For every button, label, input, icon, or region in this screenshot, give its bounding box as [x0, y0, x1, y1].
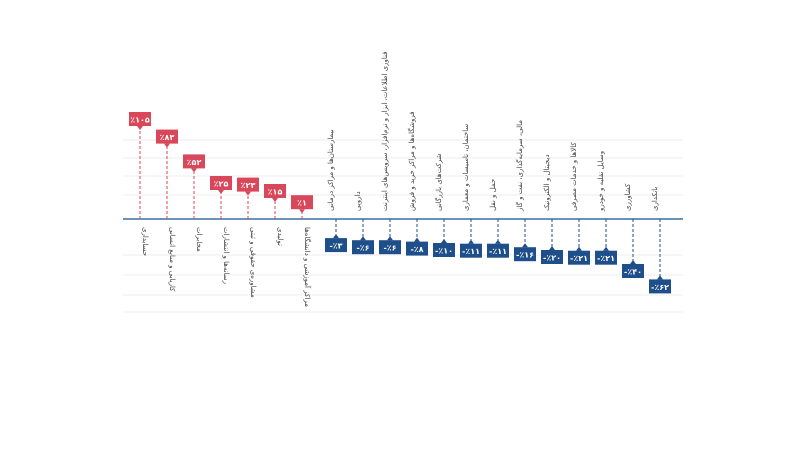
label-pointer: [441, 239, 447, 243]
bar: [325, 238, 347, 253]
category-label: دیجیتال و الکترونیک: [543, 155, 551, 211]
label-pointer: [495, 239, 501, 244]
label-pointer: [137, 126, 143, 130]
category-label: کشاورزی: [624, 183, 632, 211]
bar: [129, 112, 151, 126]
label-pointer: [414, 237, 420, 242]
value-label: -٪۴۰: [624, 268, 642, 277]
category-label: بیمارستان‌ها و مراکز درمانی: [327, 129, 335, 211]
value-label: -٪۳: [329, 242, 342, 251]
value-label: -٪۱۱: [462, 247, 480, 256]
value-label: -٪۲۱: [570, 254, 588, 263]
value-label: ٪۱۵: [268, 188, 283, 197]
value-label: -٪۱۶: [516, 251, 534, 260]
value-label: ٪۲۵: [214, 180, 229, 189]
label-pointer: [576, 246, 582, 251]
bar: [156, 129, 178, 144]
value-label: ٪۱۰۵: [130, 116, 150, 125]
label-pointer: [164, 143, 170, 148]
bar: [183, 154, 205, 169]
bar: [514, 247, 536, 262]
label-pointer: [603, 246, 609, 251]
label-pointer: [657, 275, 663, 280]
bar: [595, 250, 617, 265]
category-label: مراکز آموزشی و دانشگاه‌ها: [303, 227, 312, 307]
value-label: -٪۲۱: [597, 254, 615, 263]
label-pointer: [191, 168, 197, 173]
label-pointer: [245, 191, 251, 196]
value-label: ٪۱: [297, 199, 307, 208]
label-pointer: [630, 260, 636, 264]
bar: [264, 184, 286, 198]
value-label: -٪۱۰: [435, 247, 453, 256]
category-label: تولیدی: [276, 227, 284, 246]
value-label: -٪۶۲: [651, 283, 669, 292]
category-label: مالی، سرمایه‌گذاری، نفت و گاز: [515, 120, 524, 212]
value-label: ٪۵۲: [187, 158, 202, 167]
bar: [568, 250, 590, 265]
label-pointer: [299, 209, 305, 214]
bar: [379, 240, 401, 255]
label-pointer: [522, 243, 528, 248]
category-label: حسابداری: [141, 227, 149, 256]
category-label: کاریابی و منابع انسانی: [168, 227, 176, 292]
bar: [352, 240, 374, 255]
value-label: -٪۲۰: [543, 254, 561, 263]
bar: [237, 177, 259, 192]
category-label: دارویی: [354, 191, 362, 211]
category-label: مشاوره‌ی حقوقی و ثبتی: [249, 227, 257, 298]
bar: [541, 250, 563, 264]
category-label: ساختمان، تاسیسات و معماری: [462, 124, 470, 211]
bar: [433, 243, 455, 257]
category-label: رسانه‌ها و انتشارات: [222, 227, 230, 284]
label-pointer: [272, 198, 278, 202]
category-label: شرکت‌های بازرگانی: [434, 153, 443, 211]
bar: [460, 243, 482, 258]
label-pointer: [387, 236, 393, 241]
label-pointer: [218, 190, 224, 194]
label-pointer: [468, 239, 474, 244]
category-label: فناوری اطلاعات، ابزار و نرم‌افزار، سرویس…: [381, 52, 389, 211]
label-pointer: [333, 234, 339, 239]
category-label: حمل و نقل: [489, 179, 497, 211]
label-pointer: [549, 246, 555, 250]
category-label: فروشگاه‌ها و مراکز خرید و فروش: [407, 111, 416, 211]
label-pointer: [360, 236, 366, 241]
bar: [406, 241, 428, 256]
value-label: -٪۶: [383, 244, 396, 253]
bar: [210, 176, 232, 190]
value-label: -٪۱۱: [489, 247, 507, 256]
bar: [649, 279, 671, 294]
bar: [622, 264, 644, 278]
value-label: -٪۶: [356, 244, 369, 253]
bar: [487, 243, 509, 258]
category-label: وسایل نقلیه و خودرو: [597, 151, 605, 212]
value-label: -٪۸: [410, 245, 423, 254]
category-label: کالاها و خدمات مصرفی: [570, 142, 578, 211]
value-label: ٪۲۳: [241, 181, 256, 190]
category-label: مخابرات: [195, 227, 203, 252]
category-label: بانکداری: [651, 187, 659, 211]
bar: [291, 195, 313, 210]
value-label: ٪۸۳: [160, 133, 175, 142]
